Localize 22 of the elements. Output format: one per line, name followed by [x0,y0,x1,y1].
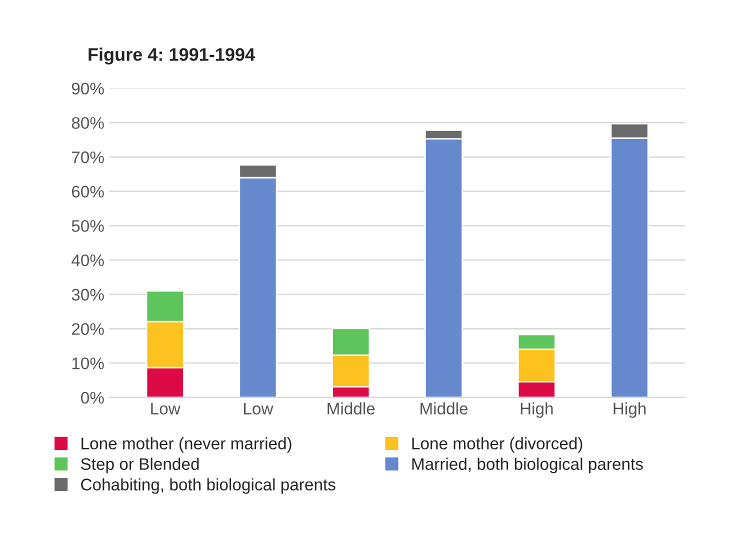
y-tick-label: 10% [72,357,104,370]
y-tick-label: 60% [72,186,104,198]
y-tick-label: 80% [72,117,104,129]
y-tick-label: 0% [81,392,104,404]
x-tick-label: Middle [420,402,468,415]
y-tick-label: 70% [72,151,104,164]
legend-label: Step or Blended [81,458,199,474]
legend-label: Lone mother (never married) [82,437,292,453]
legend-label: Lone mother (divorced) [412,437,582,453]
y-tick-label: 40% [72,254,104,266]
y-tick-label: 90% [72,82,104,95]
x-tick-label: High [520,402,553,418]
legend-label: Married, both biological parents [412,458,643,474]
x-tick-label: Low [151,402,180,415]
legend-label: Cohabiting, both biological parents [81,478,336,494]
y-tick-label: 30% [72,288,104,301]
y-tick-label: 50% [72,220,104,232]
x-tick-label: Low [244,402,274,415]
x-tick-label: Middle [328,402,375,415]
x-tick-label: High [614,402,646,418]
y-tick-label: 20% [72,323,104,335]
chart-title: Figure 4: 1991-1994 [88,48,255,65]
